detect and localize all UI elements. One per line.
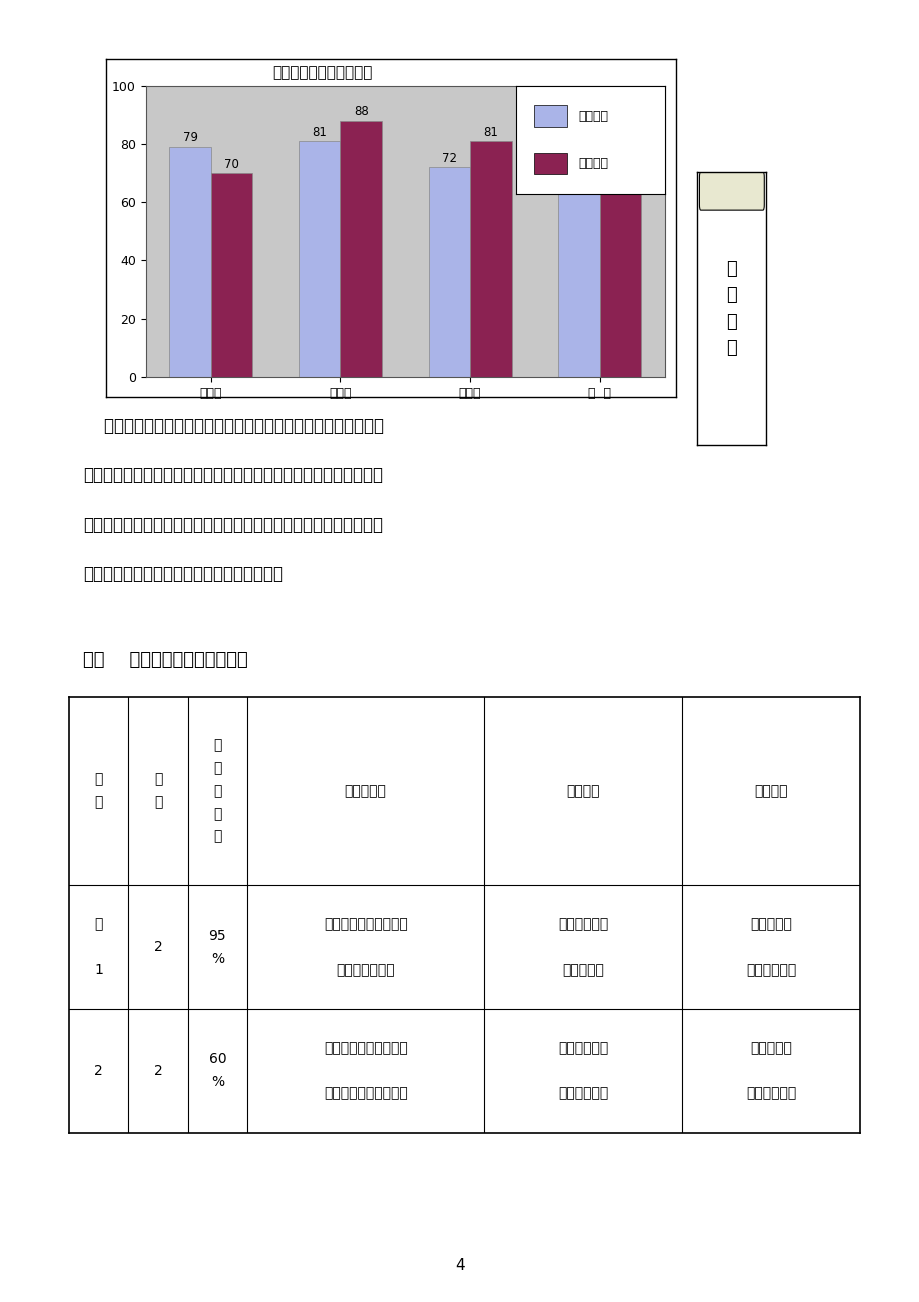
Text: 四、    学生答题情况分析统计表: 四、 学生答题情况分析统计表	[83, 651, 247, 669]
Bar	[534, 105, 566, 126]
Text: 88: 88	[354, 105, 369, 118]
Text: 4: 4	[455, 1258, 464, 1273]
Text: 题
号: 题 号	[95, 772, 103, 810]
Bar	[470, 141, 511, 376]
Text: 79: 79	[182, 132, 198, 145]
Text: 81: 81	[482, 126, 498, 138]
Text: 表面积算成了

面积。单位写: 表面积算成了 面积。单位写	[558, 1042, 607, 1100]
Text: 教
育
质
量: 教 育 质 量	[726, 260, 736, 357]
Text: 面积、表面积的计算以

及面积单位的写法与长: 面积、表面积的计算以 及面积单位的写法与长	[323, 1042, 407, 1100]
Text: 2: 2	[94, 1064, 103, 1078]
Text: 出错原因: 出错原因	[566, 784, 599, 798]
Bar	[299, 141, 340, 376]
Text: 素造成成绩低下。本学期由于学校一再强调后进生的培养和转化。加: 素造成成绩低下。本学期由于学校一再强调后进生的培养和转化。加	[83, 466, 382, 484]
Text: 最头疼是班里学习不好的学生，由于他们厌学，懒惰、家庭等因: 最头疼是班里学习不好的学生，由于他们厌学，懒惰、家庭等因	[83, 417, 383, 435]
Text: 讲解读法规

则，强化训练: 讲解读法规 则，强化训练	[745, 918, 796, 976]
Text: 72: 72	[441, 152, 457, 165]
Text: 81: 81	[312, 126, 327, 138]
Text: 绝
对
得
分
率: 绝 对 得 分 率	[213, 738, 221, 844]
Bar	[558, 152, 599, 376]
Bar	[599, 117, 641, 376]
Text: 补救措施: 补救措施	[754, 784, 787, 798]
Bar	[340, 121, 381, 376]
Text: 期中成绩: 期中成绩	[578, 109, 608, 122]
Text: 没有掌握多位

数读法规则: 没有掌握多位 数读法规则	[558, 918, 607, 976]
Bar	[428, 167, 470, 376]
Text: 77: 77	[571, 137, 585, 150]
Text: 89: 89	[612, 103, 627, 116]
Text: 大了家访、转差实施力度，后进学生有了大幅提高。当然这些也与，: 大了家访、转差实施力度，后进学生有了大幅提高。当然这些也与，	[83, 516, 382, 534]
Bar	[169, 147, 210, 376]
Text: 期末成绩: 期末成绩	[578, 158, 608, 171]
Text: 本期本人和家长的合作，学生的努力分不开。: 本期本人和家长的合作，学生的努力分不开。	[83, 565, 282, 583]
FancyBboxPatch shape	[698, 172, 764, 210]
Text: 60
%: 60 %	[209, 1052, 226, 1090]
Text: 95
%: 95 %	[209, 928, 226, 966]
Bar	[210, 173, 252, 376]
Text: 2: 2	[153, 1064, 163, 1078]
Text: 70: 70	[224, 158, 239, 171]
Text: 多位数的读法，省略万

位后面的尾数。: 多位数的读法，省略万 位后面的尾数。	[323, 918, 407, 976]
Text: 分
值: 分 值	[153, 772, 162, 810]
Text: 2: 2	[153, 940, 163, 954]
Text: 后进学生成绩对比统计图: 后进学生成绩对比统计图	[272, 65, 372, 81]
Text: 面积公式的

训练，强调面: 面积公式的 训练，强调面	[745, 1042, 796, 1100]
Text: 一

1: 一 1	[94, 918, 103, 976]
Text: 考察知识点: 考察知识点	[345, 784, 386, 798]
Bar	[534, 152, 566, 174]
